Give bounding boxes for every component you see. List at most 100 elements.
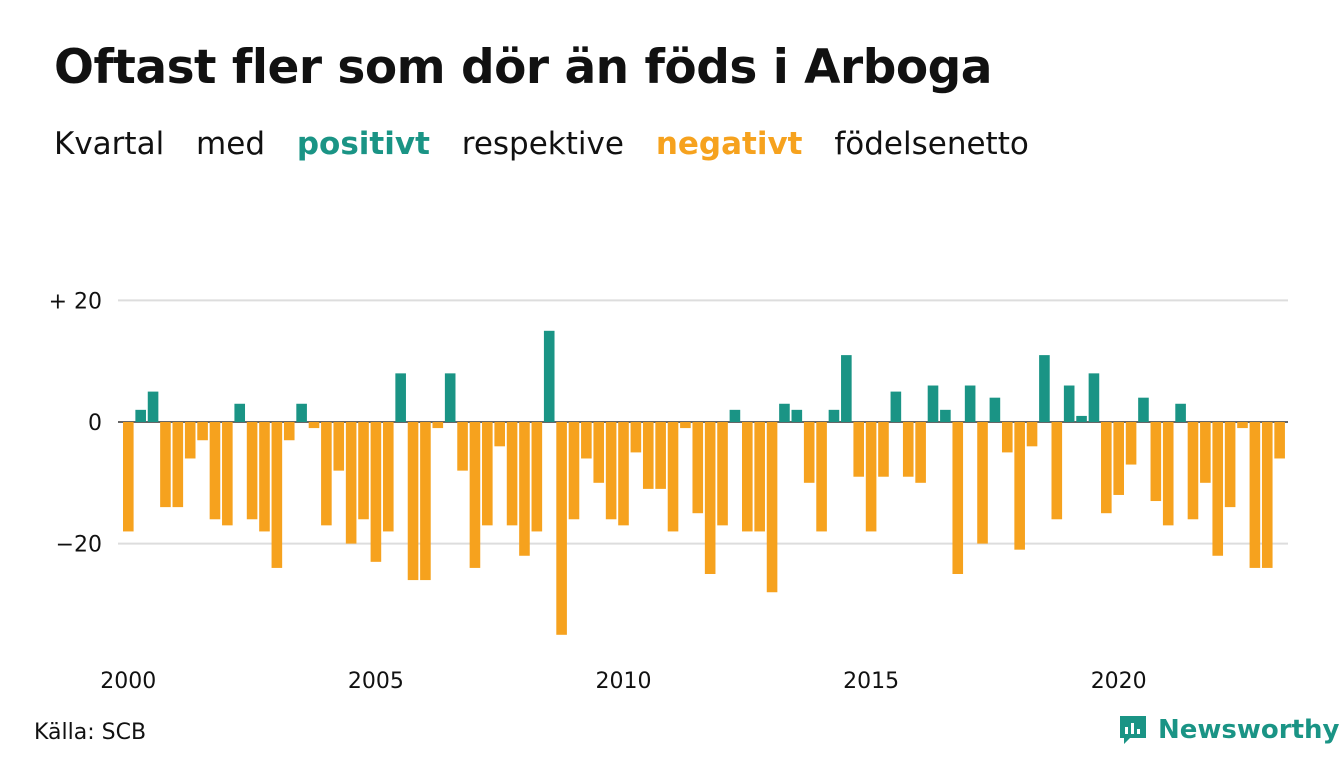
bar-2008-q4	[556, 422, 567, 635]
x-tick-label: 2020	[1091, 669, 1147, 694]
bar-2011-q3	[692, 422, 704, 514]
bar-2016-q1	[915, 422, 926, 483]
x-tick-label: 2005	[348, 669, 404, 694]
chart-subtitle: Kvartal med positivt respektive negativt…	[54, 126, 1051, 162]
bar-2000-q2	[135, 409, 146, 422]
bar-2012-q4	[754, 422, 765, 532]
bar-2017-q4	[1001, 422, 1013, 453]
subtitle-negative-label: negativt	[655, 126, 803, 162]
bar-2011-q2	[680, 422, 691, 429]
bar-2023-q1	[1261, 422, 1273, 568]
bar-2018-q1	[1014, 422, 1025, 550]
bar-2021-q1	[1162, 422, 1174, 526]
bar-2000-q4	[160, 422, 171, 508]
bar-2002-q1	[222, 422, 233, 526]
bar-2022-q3	[1237, 422, 1248, 429]
bar-2022-q4	[1249, 422, 1261, 568]
bar-2017-q1	[964, 385, 976, 422]
bar-2007-q4	[506, 422, 518, 526]
bar-2006-q4	[457, 422, 468, 471]
bars	[123, 330, 1285, 635]
bar-2010-q4	[655, 422, 666, 489]
bar-2004-q4	[358, 422, 369, 520]
bar-2020-q4	[1150, 422, 1162, 502]
bar-2001-q1	[172, 422, 184, 508]
bar-2011-q1	[667, 422, 679, 532]
bar-2013-q2	[779, 403, 790, 422]
x-tick-label: 2000	[100, 669, 156, 694]
bar-2019-q1	[1063, 385, 1075, 422]
chart-title: Oftast fler som dör än föds i Arboga	[54, 40, 993, 95]
bar-2019-q3	[1088, 373, 1100, 422]
bar-2002-q3	[246, 422, 258, 520]
bar-2022-q1	[1212, 422, 1224, 556]
brand-name: Newsworthy	[1158, 715, 1340, 745]
bar-2014-q3	[841, 355, 852, 422]
bar-2002-q2	[234, 403, 246, 422]
axis-labels: + 20 0 −20 2000 2005 2010 2015 2020	[49, 289, 1147, 694]
bar-2006-q2	[432, 422, 444, 429]
bar-2009-q1	[568, 422, 580, 520]
bar-2008-q2	[531, 422, 543, 532]
bar-2006-q3	[444, 373, 456, 422]
bar-2013-q4	[803, 422, 815, 483]
bar-2005-q4	[407, 422, 419, 581]
y-tick-label: + 20	[49, 289, 102, 314]
bar-2020-q1	[1113, 422, 1124, 495]
bar-2008-q3	[543, 330, 555, 422]
bar-2009-q4	[605, 422, 617, 520]
bar-2012-q2	[729, 409, 741, 422]
bar-2016-q4	[952, 422, 964, 574]
bar-2009-q2	[581, 422, 592, 459]
bar-2015-q1	[865, 422, 877, 532]
bar-2022-q2	[1224, 422, 1236, 508]
bar-2007-q2	[482, 422, 493, 526]
bar-2004-q2	[333, 422, 345, 471]
bar-2017-q3	[989, 397, 1001, 422]
bar-2016-q3	[940, 409, 951, 422]
bar-2020-q3	[1138, 397, 1149, 422]
x-tick-label: 2010	[596, 669, 652, 694]
bar-2015-q3	[890, 391, 902, 422]
bar-2010-q3	[642, 422, 654, 489]
bar-2005-q3	[395, 373, 406, 422]
bar-2013-q3	[791, 409, 803, 422]
bar-2008-q1	[519, 422, 530, 556]
subtitle-positive-label: positivt	[296, 126, 430, 162]
x-tick-label: 2015	[843, 669, 899, 694]
bar-2021-q2	[1175, 403, 1186, 422]
bar-2021-q4	[1200, 422, 1211, 483]
bar-2014-q2	[828, 409, 840, 422]
bar-2013-q1	[766, 422, 778, 593]
bar-2003-q1	[271, 422, 283, 568]
bar-2007-q1	[469, 422, 481, 568]
bar-2019-q2	[1076, 415, 1087, 422]
bar-2007-q3	[494, 422, 505, 447]
bar-2018-q4	[1051, 422, 1063, 520]
bar-2003-q4	[308, 422, 320, 429]
bar-2018-q3	[1039, 355, 1050, 422]
bar-2023-q2	[1274, 422, 1285, 459]
bar-2021-q3	[1187, 422, 1199, 520]
bar-2012-q1	[717, 422, 728, 526]
newsworthy-logo-icon	[1120, 716, 1146, 744]
bar-2017-q2	[977, 422, 988, 544]
bar-2000-q1	[123, 422, 134, 532]
y-tick-label: 0	[88, 411, 102, 436]
bar-2009-q3	[593, 422, 605, 483]
brand[interactable]: Newsworthy	[1118, 714, 1339, 746]
bar-2005-q1	[370, 422, 382, 562]
bar-2014-q1	[816, 422, 827, 532]
bar-2002-q4	[259, 422, 270, 532]
bar-2001-q4	[209, 422, 221, 520]
bar-2012-q3	[742, 422, 753, 532]
bar-2015-q4	[902, 422, 914, 477]
subtitle-word-kvartal: Kvartal	[54, 126, 165, 162]
bar-2020-q2	[1125, 422, 1137, 465]
bar-2001-q3	[197, 422, 208, 441]
subtitle-word-fodelsenetto: födelsenetto	[834, 126, 1029, 162]
subtitle-word-med: med	[196, 126, 265, 162]
source-label: Källa: SCB	[34, 720, 147, 745]
bar-2019-q4	[1101, 422, 1112, 514]
